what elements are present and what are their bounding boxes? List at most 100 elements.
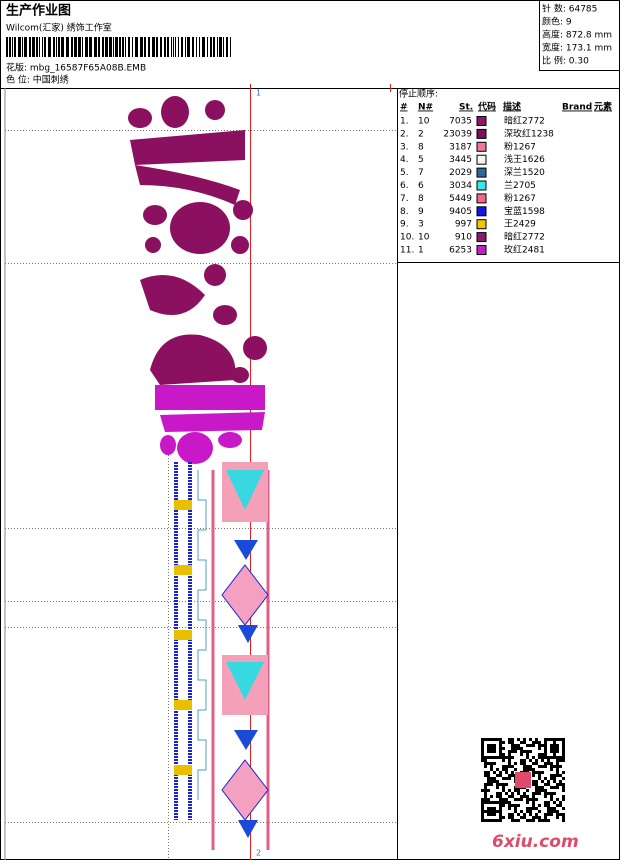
qr-cell (532, 795, 535, 798)
embroidery-design (128, 96, 270, 850)
qr-cell (502, 777, 505, 780)
qr-cell (523, 768, 526, 771)
qr-cell (499, 819, 502, 822)
column-header: # (400, 103, 408, 113)
qr-cell (481, 804, 484, 807)
qr-cell (541, 819, 544, 822)
qr-cell (493, 762, 496, 765)
qr-cell (514, 810, 517, 813)
color-swatch (476, 128, 487, 139)
qr-cell (502, 816, 505, 819)
qr-cell (490, 756, 493, 759)
bar (132, 37, 133, 57)
qr-cell (484, 759, 487, 762)
qr-cell (544, 792, 547, 795)
qr-cell (493, 801, 496, 804)
qr-cell (499, 795, 502, 798)
bar (185, 37, 186, 57)
row-index: 4. (400, 155, 409, 165)
description: 暗红2772 (504, 115, 545, 127)
qr-cell (493, 744, 496, 747)
qr-cell (490, 738, 493, 741)
qr-cell (526, 798, 529, 801)
qr-cell (508, 813, 511, 816)
qr-cell (499, 774, 502, 777)
column-header: 元素 (594, 101, 612, 113)
sequence-table: # N# St. 代码 描述 Brand 元素 1. 10 7035 暗红2772 2. 2 23039 深… (400, 101, 612, 256)
qr-cell (490, 777, 493, 780)
qr-cell (496, 786, 499, 789)
qr-cell (550, 750, 553, 753)
stitches: 3445 (449, 155, 472, 165)
qr-cell (562, 741, 565, 744)
qr-cell (511, 756, 514, 759)
qr-cell (532, 741, 535, 744)
qr-cell (535, 741, 538, 744)
row-index: 9. (400, 220, 409, 230)
qr-cell (487, 780, 490, 783)
qr-cell (493, 810, 496, 813)
qr-cell (493, 750, 496, 753)
qr-cell (538, 804, 541, 807)
qr-cell (508, 816, 511, 819)
qr-cell (487, 771, 490, 774)
qr-cell (502, 798, 505, 801)
qr-cell (523, 765, 526, 768)
qr-cell (550, 810, 553, 813)
qr-cell (562, 783, 565, 786)
qr-cell (490, 768, 493, 771)
bar (128, 37, 130, 57)
bar (66, 37, 69, 57)
qr-cell (499, 813, 502, 816)
qr-cell (523, 750, 526, 753)
bar (82, 37, 83, 57)
needle: 10 (418, 117, 430, 127)
qr-cell (535, 780, 538, 783)
qr-cell (544, 765, 547, 768)
qr-cell (484, 810, 487, 813)
qr-cell (556, 783, 559, 786)
bar (61, 37, 64, 57)
qr-cell (550, 807, 553, 810)
qr-cell (508, 753, 511, 756)
needle: 8 (418, 194, 424, 204)
qr-cell (511, 741, 514, 744)
qr-cell (517, 744, 520, 747)
qr-cell (484, 789, 487, 792)
qr-cell (499, 807, 502, 810)
qr-cell (502, 753, 505, 756)
qr-cell (499, 771, 502, 774)
qr-cell (499, 816, 502, 819)
qr-cell (499, 804, 502, 807)
qr-cell (490, 819, 493, 822)
qr-cell (556, 747, 559, 750)
stitches: 997 (455, 220, 472, 230)
qr-cell (523, 738, 526, 741)
qr-cell (538, 810, 541, 813)
bar (152, 37, 155, 57)
qr-cell (502, 759, 505, 762)
qr-cell (553, 753, 556, 756)
column-header: N# (418, 103, 433, 113)
qr-cell (487, 762, 490, 765)
watermark: 6xiu.com (492, 832, 579, 852)
qr-cell (544, 753, 547, 756)
stitches: 6253 (449, 246, 472, 256)
qr-cell (544, 813, 547, 816)
qr-cell (541, 756, 544, 759)
bar (113, 37, 114, 57)
qr-cell (487, 756, 490, 759)
qr-cell (481, 759, 484, 762)
qr-cell (490, 813, 493, 816)
qr-cell (499, 783, 502, 786)
bar (217, 37, 218, 57)
qr-cell (526, 789, 529, 792)
qr-cell (484, 762, 487, 765)
bar (192, 37, 194, 57)
bar (18, 37, 21, 57)
qr-cell (535, 738, 538, 741)
qr-cell (538, 741, 541, 744)
bar (98, 37, 100, 57)
needle: 5 (418, 155, 424, 165)
qr-cell (553, 738, 556, 741)
